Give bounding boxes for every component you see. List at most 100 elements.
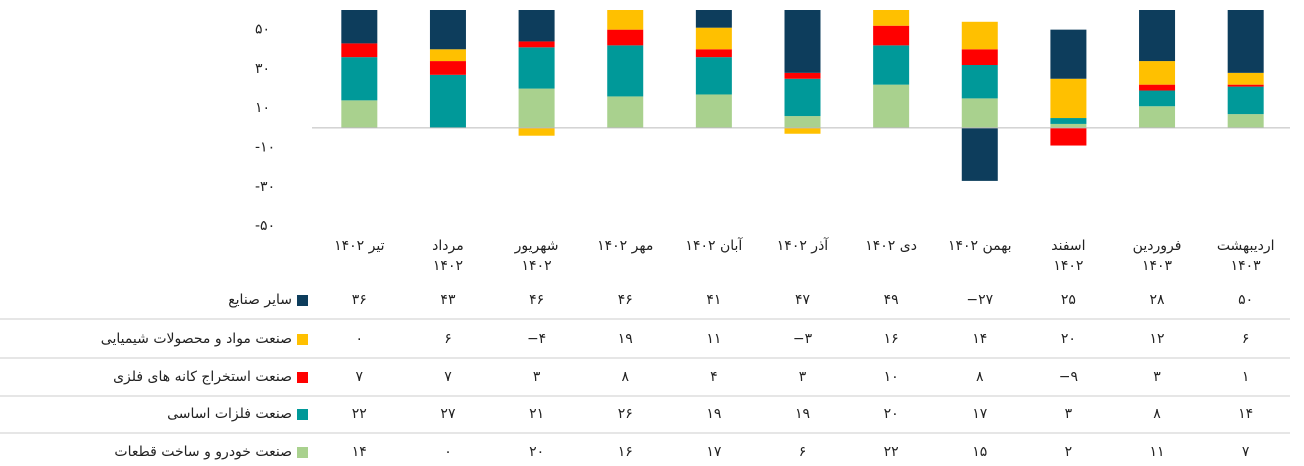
bar-segment	[784, 116, 821, 128]
bar-segment	[518, 47, 555, 89]
bar-segment	[341, 43, 378, 58]
x-tick-label: بهمن ۱۴۰۲	[947, 238, 1012, 254]
table-cell: ۲۲	[884, 444, 899, 460]
table-cell: ۲۸	[1150, 292, 1166, 308]
bar-segment	[1227, 84, 1264, 87]
table-cell: ۱۴	[352, 444, 367, 460]
bar-segment	[784, 72, 821, 79]
legend-label: سایر صنایع	[228, 292, 292, 308]
bar-segment	[873, 10, 910, 26]
table-cell: ۳	[799, 369, 807, 385]
table-cell: ۰	[444, 444, 452, 460]
bar-segment	[1139, 10, 1176, 62]
bar-segment	[784, 10, 821, 73]
bar-segment	[961, 65, 998, 99]
bar-segment	[1227, 86, 1264, 115]
table-cell: ۷	[444, 369, 452, 385]
bar-segment	[518, 127, 555, 136]
table-cell: ۷	[1242, 444, 1250, 460]
bar-segment	[695, 57, 732, 95]
table-cell: ۸	[1153, 406, 1161, 422]
bar-segment	[518, 41, 555, 48]
bar-segment	[518, 88, 555, 128]
table-cell: ۳	[1153, 369, 1161, 385]
table-cell: ۷	[356, 369, 364, 385]
table-cell: ۱۴	[1238, 406, 1253, 422]
x-tick-label: اردیبهشت ۱۴۰۳	[1216, 238, 1275, 274]
bar-segment	[873, 84, 910, 128]
bar-segment	[961, 49, 998, 65]
table-cell: ۱۹	[706, 406, 721, 422]
table-cell: ۲۶	[618, 406, 633, 422]
legend-swatch	[297, 409, 308, 420]
table-cell: ۴۶	[618, 292, 633, 308]
table-cell: −۳	[793, 331, 813, 347]
legend-label: صنعت خودرو و ساخت قطعات	[114, 444, 292, 460]
bar-segment	[1227, 72, 1264, 85]
bar-segment	[1050, 118, 1087, 124]
bar-segment	[1139, 106, 1176, 128]
bar-segment	[1050, 29, 1087, 79]
table-cell: ۲۰	[529, 444, 544, 460]
bar-segment	[1139, 90, 1176, 107]
table-cell: ۳۶	[352, 292, 367, 308]
table-cell: −۹	[1059, 369, 1078, 385]
bar-segment	[961, 21, 998, 50]
legend-label: صنعت استخراج کانه های فلزی	[113, 369, 292, 385]
table-cell: ۱۷	[706, 444, 722, 460]
y-tick-label: -۳۰	[255, 179, 275, 195]
table-cell: ۴۶	[529, 292, 544, 308]
bar-segment	[1050, 123, 1087, 128]
table-cell: ۱۶	[884, 331, 899, 347]
table-cell: ۳	[1065, 406, 1073, 422]
table-cell: ۳	[533, 369, 541, 385]
table-cell: ۴۳	[440, 292, 456, 308]
table-cell: −۲۷	[966, 292, 993, 308]
bar-segment	[1139, 61, 1176, 85]
table-cell: ۱۱	[1150, 444, 1165, 460]
y-tick-label: -۵۰	[255, 218, 275, 234]
bar-segment	[784, 127, 821, 134]
x-tick-label: فروردین ۱۴۰۳	[1132, 238, 1182, 274]
table-cell: ۲۵	[1061, 292, 1076, 308]
table-cell: ۵۰	[1238, 292, 1253, 308]
bar-segment	[429, 61, 466, 75]
bar-segment	[429, 74, 466, 128]
bar-segment	[873, 25, 910, 46]
table-cell: ۱۵	[972, 444, 987, 460]
table-cell: ۱۹	[618, 331, 633, 347]
bar-segment	[1050, 78, 1087, 119]
table-cell: ۴۷	[795, 292, 811, 308]
table-cell: ۶	[1242, 331, 1250, 347]
bar-segment	[695, 94, 732, 128]
table-cell: ۱۷	[972, 406, 988, 422]
bar-segment	[784, 78, 821, 117]
table-cell: ۴۹	[884, 292, 899, 308]
bar-segment	[1227, 114, 1264, 128]
bar-segment	[607, 45, 644, 97]
y-tick-label: ۵۰	[255, 22, 270, 38]
table-cell: ۲۰	[1061, 331, 1076, 347]
x-tick-label: آبان ۱۴۰۲	[685, 238, 743, 254]
table-cell: ۴	[710, 369, 718, 385]
legend-swatch	[297, 447, 308, 458]
table-cell: ۴۱	[706, 292, 721, 308]
legend-swatch	[297, 295, 308, 306]
table-cell: ۶	[799, 444, 807, 460]
y-tick-label: ۱۰	[255, 100, 270, 116]
x-tick-label: شهریور ۱۴۰۲	[514, 238, 559, 274]
legend-label: صنعت فلزات اساسی	[167, 406, 292, 422]
table-cell: ۲۷	[440, 406, 456, 422]
bar-segment	[341, 10, 378, 44]
bar-segment	[1050, 127, 1087, 146]
x-tick-label: تیر ۱۴۰۲	[334, 238, 385, 254]
bar-segment	[341, 100, 378, 128]
table-cell: ۲۰	[884, 406, 899, 422]
bar-segment	[341, 57, 378, 101]
table-cell: ۲۱	[529, 406, 544, 422]
table-cell: ۱۱	[706, 331, 721, 347]
table-cell: ۲۲	[352, 406, 367, 422]
bar-segment	[1227, 10, 1264, 73]
